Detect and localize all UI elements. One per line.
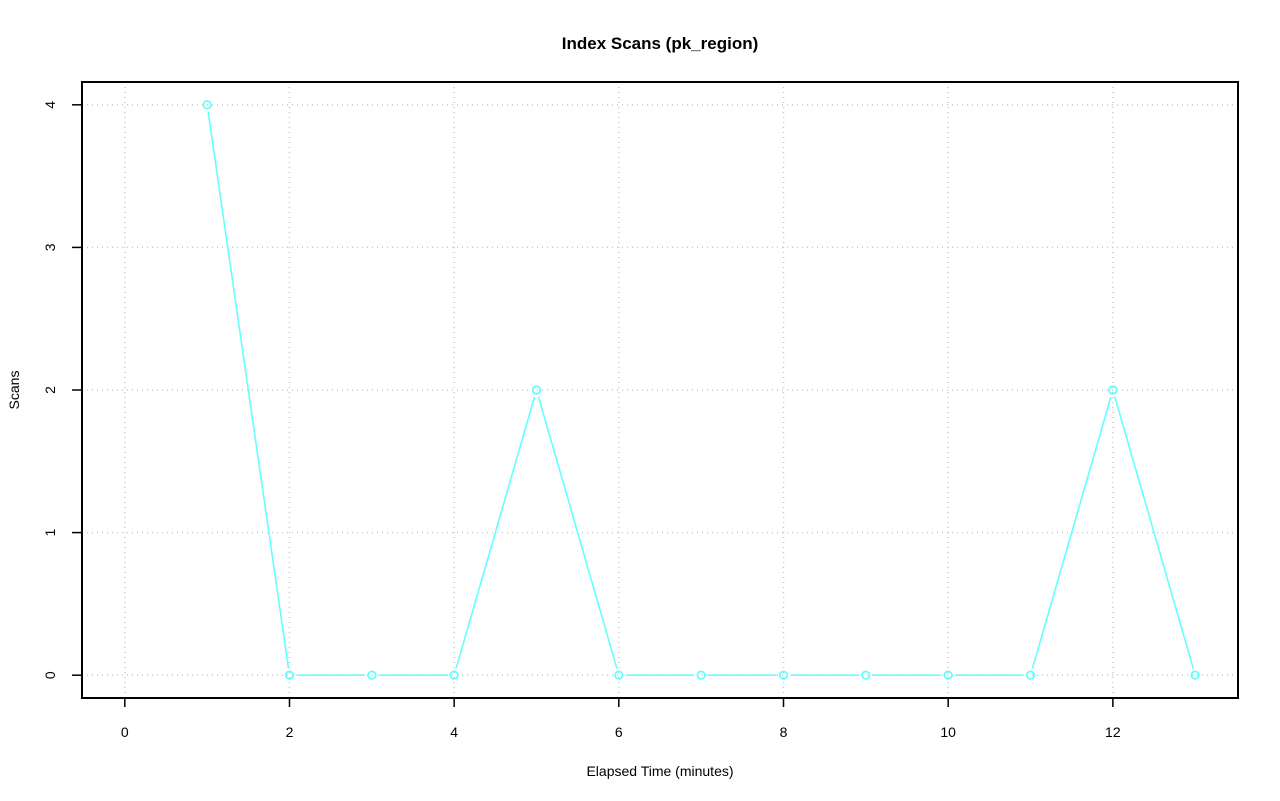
- series-line-segment: [1031, 396, 1112, 669]
- data-point: [1190, 670, 1200, 680]
- series-line-segment: [1114, 396, 1195, 669]
- x-tick-label: 2: [286, 724, 294, 740]
- data-point: [531, 385, 542, 395]
- x-tick-label: 8: [780, 724, 788, 740]
- y-tick-label: 0: [42, 671, 58, 679]
- x-tick-label: 12: [1105, 724, 1121, 740]
- data-point: [778, 670, 789, 680]
- y-tick-label: 3: [42, 243, 58, 251]
- x-tick-label: 6: [615, 724, 623, 740]
- x-tick-label: 4: [450, 724, 458, 740]
- data-point: [202, 100, 212, 110]
- plot-frame: [81, 81, 1239, 699]
- y-axis-label: Scans: [6, 371, 22, 410]
- series-line-segment: [207, 111, 290, 669]
- data-point: [367, 670, 377, 680]
- data-point: [614, 670, 624, 680]
- data-point: [1108, 385, 1118, 395]
- y-tick-label: 4: [42, 101, 58, 109]
- x-tick-label: 0: [121, 724, 129, 740]
- x-axis-label: Elapsed Time (minutes): [586, 763, 733, 779]
- data-point: [1025, 670, 1036, 680]
- data-point: [284, 670, 295, 680]
- x-tick-label: 10: [940, 724, 956, 740]
- y-tick-label: 2: [42, 386, 58, 394]
- series-line-segment: [455, 396, 536, 669]
- chart-title: Index Scans (pk_region): [562, 34, 759, 53]
- data-point: [449, 670, 459, 680]
- series-line-segment: [537, 396, 618, 669]
- data-point: [861, 670, 871, 680]
- y-tick-label: 1: [42, 528, 58, 536]
- data-point: [943, 670, 953, 680]
- data-point: [696, 670, 706, 680]
